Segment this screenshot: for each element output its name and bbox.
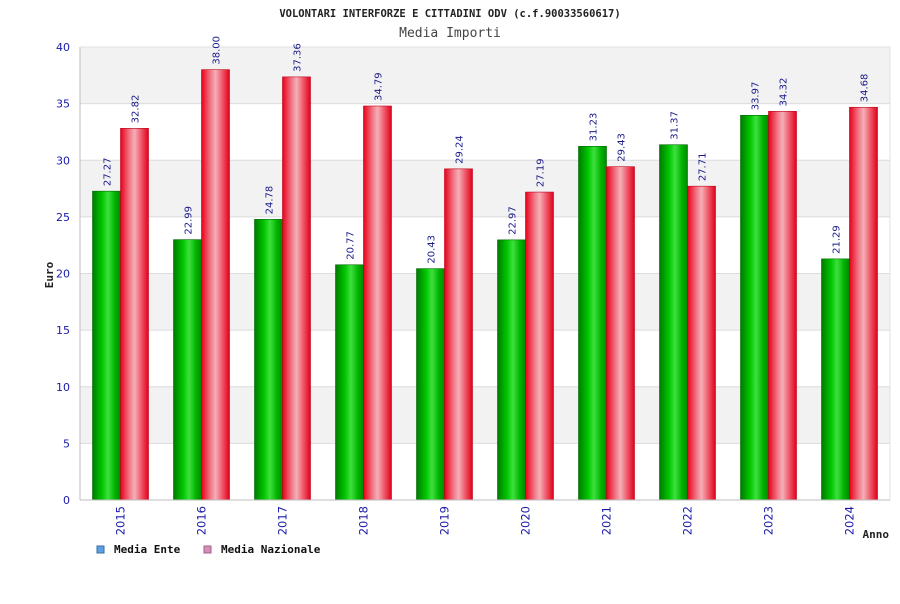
bar-media-nazionale xyxy=(282,76,311,501)
y-tick-label: 10 xyxy=(56,381,70,394)
value-label-media-nazionale: 27.71 xyxy=(698,153,709,182)
bar-media-nazionale xyxy=(687,185,716,501)
bar-media-ente xyxy=(578,146,607,501)
value-label-media-nazionale: 37.36 xyxy=(293,43,304,72)
y-axis-label: Euro xyxy=(43,261,56,288)
axes xyxy=(79,46,891,501)
value-label-media-ente: 27.27 xyxy=(103,158,114,187)
value-label-media-nazionale: 34.32 xyxy=(779,78,790,107)
bar-media-nazionale xyxy=(120,128,149,501)
x-tick-label: 2018 xyxy=(357,506,371,535)
bar-media-ente xyxy=(821,258,850,501)
x-tick-label: 2022 xyxy=(681,506,695,535)
legend-swatch-media-ente xyxy=(96,545,105,554)
bar-media-nazionale xyxy=(444,168,473,501)
value-label-media-ente: 33.97 xyxy=(751,82,762,111)
value-label-media-nazionale: 32.82 xyxy=(131,95,142,124)
value-labels: 27.27 32.82 22.99 38.00 24.78 37.36 20.77 34.79… xyxy=(103,36,871,264)
y-tick-label: 25 xyxy=(56,211,70,224)
value-label-media-nazionale: 34.79 xyxy=(374,72,385,101)
y-tick-label: 40 xyxy=(56,41,70,54)
bars xyxy=(92,69,878,501)
value-label-media-ente: 31.23 xyxy=(589,113,600,142)
y-tick-labels: 0 5 10 15 20 25 30 35 40 xyxy=(56,41,70,507)
legend-label-media-nazionale: Media Nazionale xyxy=(221,543,321,556)
value-label-media-ente: 22.97 xyxy=(508,206,519,235)
value-label-media-ente: 20.77 xyxy=(346,231,357,260)
x-tick-label: 2024 xyxy=(843,506,857,535)
value-label-media-ente: 22.99 xyxy=(184,206,195,235)
x-tick-label: 2015 xyxy=(114,506,128,535)
value-label-media-ente: 31.37 xyxy=(670,111,681,140)
value-label-media-nazionale: 34.68 xyxy=(860,74,871,103)
value-label-media-ente: 20.43 xyxy=(427,235,438,264)
bar-media-nazionale xyxy=(201,69,230,501)
bar-media-ente xyxy=(335,264,364,501)
bar-media-nazionale xyxy=(363,105,392,501)
bar-media-ente xyxy=(659,144,688,501)
bar-media-nazionale xyxy=(768,111,797,501)
y-tick-label: 30 xyxy=(56,154,70,167)
chart-subtitle: Media Importi xyxy=(399,26,501,41)
bar-media-nazionale xyxy=(849,106,878,501)
bar-media-ente xyxy=(173,239,202,501)
bar-media-ente xyxy=(254,219,283,501)
bar-media-ente xyxy=(416,268,445,501)
y-tick-label: 15 xyxy=(56,324,70,337)
bar-media-ente xyxy=(497,239,526,501)
bar-media-ente xyxy=(92,190,121,501)
legend: Media Ente Media Nazionale xyxy=(96,543,321,556)
bar-media-nazionale xyxy=(606,166,635,501)
legend-swatch-media-nazionale xyxy=(203,545,212,554)
chart-title: VOLONTARI INTERFORZE E CITTADINI ODV (c.… xyxy=(279,8,620,20)
value-label-media-nazionale: 29.43 xyxy=(617,133,628,162)
y-tick-label: 35 xyxy=(56,98,70,111)
y-tick-label: 5 xyxy=(63,437,70,450)
value-label-media-nazionale: 38.00 xyxy=(212,36,223,65)
value-label-media-ente: 24.78 xyxy=(265,186,276,215)
x-tick-label: 2019 xyxy=(438,506,452,535)
x-tick-labels: 2015 2016 2017 2018 2019 2020 2021 2022 2023 2024 xyxy=(114,506,857,535)
x-axis-label: Anno xyxy=(863,528,890,541)
value-label-media-nazionale: 27.19 xyxy=(536,158,547,187)
value-label-media-nazionale: 29.24 xyxy=(455,135,466,164)
x-tick-label: 2017 xyxy=(276,506,290,535)
value-label-media-ente: 21.29 xyxy=(832,225,843,254)
bar-media-ente xyxy=(740,114,769,501)
legend-label-media-ente: Media Ente xyxy=(114,543,181,556)
y-tick-label: 0 xyxy=(63,494,70,507)
y-tick-label: 20 xyxy=(56,268,70,281)
x-tick-label: 2023 xyxy=(762,506,776,535)
x-tick-label: 2016 xyxy=(195,506,209,535)
x-tick-label: 2021 xyxy=(600,506,614,535)
x-tick-label: 2020 xyxy=(519,506,533,535)
bar-media-nazionale xyxy=(525,191,554,501)
